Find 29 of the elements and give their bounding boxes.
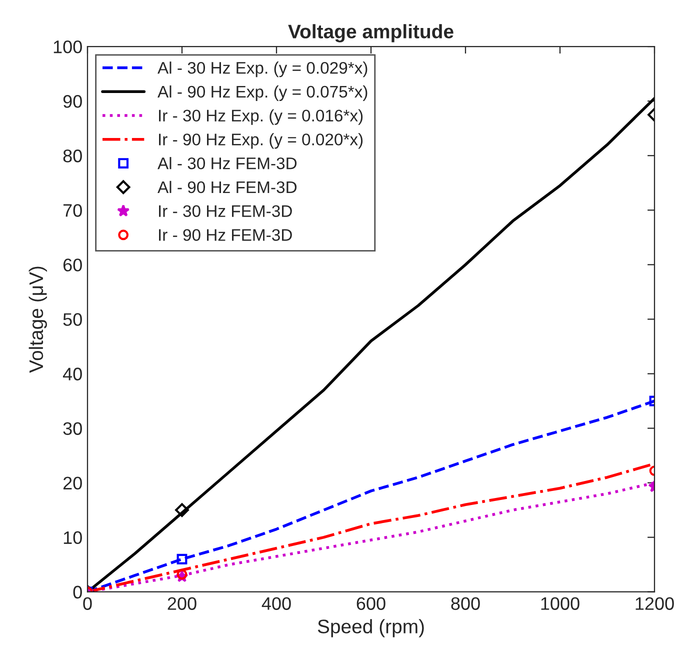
chart-title: Voltage amplitude [288, 24, 454, 42]
x-tick-label: 400 [262, 597, 291, 610]
y-tick-label: 60 [63, 258, 82, 272]
y-tick-label: 70 [63, 204, 82, 217]
legend-label: Al - 90 Hz Exp. (y = 0.075*x) [158, 85, 368, 101]
legend-label: Ir - 30 Hz FEM-3D [159, 205, 292, 218]
y-tick-label: 50 [63, 313, 82, 326]
y-tick-label: 90 [63, 95, 82, 108]
x-tick-label: 600 [356, 597, 386, 610]
x-tick-label: 800 [451, 597, 480, 610]
y-tick-label: 30 [63, 422, 82, 435]
legend-label: Ir - 30 Hz Exp. (y = 0.016*x) [159, 109, 363, 125]
y-tick-label: 0 [73, 586, 82, 599]
x-tick-label: 200 [168, 597, 196, 610]
y-axis-title: Voltage (μV) [28, 266, 47, 373]
legend-label: Ir - 90 Hz FEM-3D [159, 229, 292, 241]
y-tick-label: 100 [54, 40, 82, 54]
legend-label: Ir - 90 Hz Exp. (y = 0.020*x) [159, 133, 363, 149]
y-tick-label: 40 [62, 368, 82, 380]
x-tick-label: 1000 [541, 597, 580, 610]
legend-label: Al - 30 Hz Exp. (y = 0.029*x) [158, 62, 368, 78]
y-tick-label: 80 [63, 150, 82, 162]
y-tick-label: 20 [63, 476, 82, 490]
legend-label: Al - 30 Hz FEM-3D [158, 157, 297, 170]
x-axis-title: Speed (rpm) [318, 619, 424, 638]
x-tick-label: 0 [83, 597, 92, 610]
legend-label: Al - 90 Hz FEM-3D [158, 180, 297, 194]
y-tick-label: 10 [64, 531, 82, 544]
x-tick-label: 1200 [636, 597, 674, 610]
